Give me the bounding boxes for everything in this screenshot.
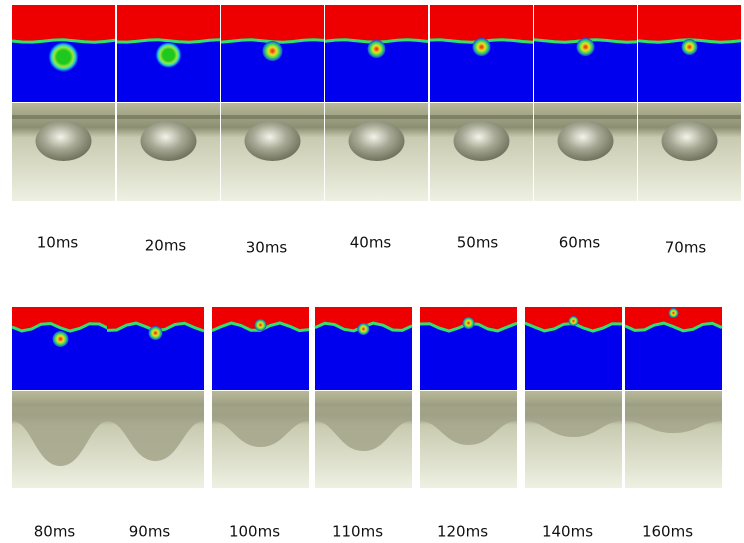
sim-droplet	[367, 40, 386, 58]
sim-interface	[11, 38, 116, 44]
time-label: 120ms	[437, 523, 488, 541]
frame: 120ms	[419, 307, 518, 541]
photo-droplet	[315, 401, 412, 451]
photo-droplet	[625, 401, 722, 433]
photo-droplet	[557, 121, 614, 161]
time-label: 140ms	[542, 523, 593, 541]
sim-air	[107, 307, 204, 331]
sim-droplet	[262, 41, 283, 61]
sim-air	[315, 307, 412, 331]
sim-droplet	[472, 38, 491, 56]
sim-air	[12, 5, 115, 43]
frame: 20ms	[116, 5, 221, 255]
time-label: 110ms	[332, 523, 383, 541]
time-label: 10ms	[37, 234, 79, 252]
time-label: 30ms	[246, 239, 288, 257]
sim-droplet	[357, 323, 370, 335]
sim-droplet	[681, 39, 698, 55]
sim-droplet	[52, 331, 69, 347]
sim-air	[534, 5, 637, 43]
time-label: 90ms	[129, 523, 171, 541]
frame: 160ms	[624, 307, 723, 541]
sim-droplet	[254, 319, 267, 331]
sim-droplet	[462, 317, 475, 329]
photo-droplet	[140, 121, 197, 161]
time-label: 50ms	[457, 234, 499, 252]
sim-air	[117, 5, 220, 43]
sim-air	[212, 307, 309, 331]
sim-air	[430, 5, 533, 43]
photo-droplet	[661, 121, 718, 161]
photo-droplet	[348, 121, 405, 161]
photo-droplet	[525, 401, 622, 437]
photo-edge	[12, 115, 115, 119]
sim-air	[638, 5, 741, 43]
photo-droplet	[12, 401, 109, 466]
time-label: 40ms	[350, 234, 392, 252]
time-label: 100ms	[229, 523, 280, 541]
frame: 80ms	[11, 307, 110, 541]
photo-droplet	[453, 121, 510, 161]
photo-edge	[221, 115, 324, 119]
sim-droplet	[148, 326, 163, 340]
panels: 10ms 20ms 30ms 40ms 50ms 60ms 70ms 80ms 90ms 100m…	[11, 5, 742, 541]
frame: 10ms	[11, 5, 116, 252]
photo-droplet	[107, 401, 204, 461]
frame: 60ms	[533, 5, 638, 252]
time-label: 80ms	[34, 523, 76, 541]
sim-interface	[11, 321, 110, 333]
photo-droplet	[35, 121, 92, 161]
time-label: 70ms	[665, 239, 707, 257]
frame: 30ms	[220, 5, 325, 257]
sim-air	[625, 307, 722, 331]
photo-edge	[534, 115, 637, 119]
frame: 90ms	[106, 307, 205, 541]
frame: 110ms	[314, 307, 413, 541]
sim-droplet	[155, 42, 182, 68]
sim-droplet	[568, 316, 579, 326]
photo-edge	[430, 115, 533, 119]
time-label: 60ms	[559, 234, 601, 252]
frame: 40ms	[324, 5, 429, 252]
photo-edge	[117, 115, 220, 119]
sim-droplet	[576, 38, 595, 56]
sim-interface	[116, 38, 221, 44]
frame: 100ms	[211, 307, 310, 541]
sim-air	[221, 5, 324, 43]
frame: 50ms	[429, 5, 534, 252]
sim-interface	[624, 321, 723, 333]
sim-droplet	[48, 42, 79, 72]
photo-edge	[325, 115, 428, 119]
frame: 140ms	[524, 307, 623, 541]
photo-edge	[638, 115, 741, 119]
time-label: 160ms	[642, 523, 693, 541]
sim-droplet	[668, 308, 679, 318]
frame: 70ms	[637, 5, 742, 257]
sim-air	[325, 5, 428, 43]
photo-droplet	[244, 121, 301, 161]
photo-droplet	[212, 401, 309, 447]
time-label: 20ms	[145, 237, 187, 255]
photo-droplet	[420, 401, 517, 445]
